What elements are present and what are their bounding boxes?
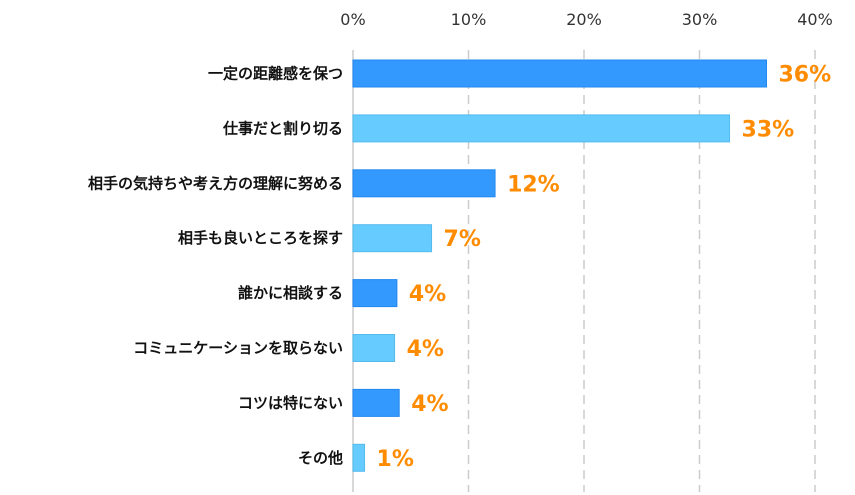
- x-tick-label: 30%: [682, 10, 718, 29]
- bar: [352, 443, 366, 472]
- bar: [352, 169, 496, 198]
- data-label: 33%: [742, 117, 795, 142]
- category-label: その他: [298, 449, 343, 467]
- data-label: 4%: [411, 392, 448, 417]
- data-label: 4%: [407, 337, 444, 362]
- bar: [352, 334, 396, 362]
- bar: [352, 59, 767, 88]
- category-label: 相手も良いところを探す: [178, 229, 343, 247]
- category-label: 一定の距離感を保つ: [208, 65, 343, 83]
- category-label: 誰かに相談する: [238, 284, 343, 302]
- data-label: 12%: [507, 172, 560, 197]
- bar: [352, 388, 400, 417]
- data-label: 7%: [444, 227, 481, 252]
- x-tick-label: 10%: [451, 10, 487, 29]
- category-label: 相手の気持ちや考え方の理解に努める: [88, 174, 343, 192]
- x-tick-label: 40%: [797, 10, 833, 29]
- bar: [352, 114, 731, 143]
- category-label: コツは特にない: [238, 394, 343, 412]
- data-label: 4%: [409, 282, 446, 307]
- category-label: コミュニケーションを取らない: [133, 339, 343, 357]
- x-tick-label: 0%: [340, 10, 365, 29]
- category-label: 仕事だと割り切る: [222, 119, 343, 137]
- data-label: 1%: [377, 447, 414, 472]
- data-label: 36%: [778, 63, 831, 88]
- bar: [352, 279, 398, 308]
- bar: [352, 224, 433, 253]
- x-tick-label: 20%: [566, 10, 602, 29]
